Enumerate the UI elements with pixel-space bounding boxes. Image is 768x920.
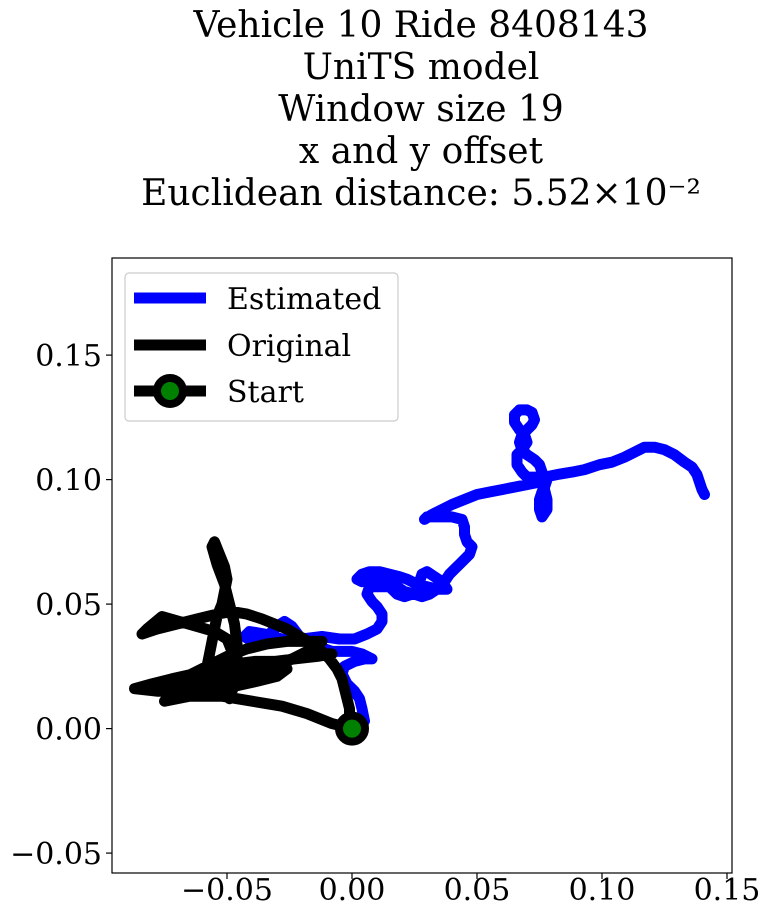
title-line: Vehicle 10 Ride 8408143: [192, 5, 648, 46]
start-point-marker: [335, 711, 369, 746]
x-tick-label: 0.05: [444, 873, 511, 908]
legend-label-original: Original: [227, 329, 351, 364]
title-line: UniTS model: [303, 47, 540, 88]
x-axis: −0.05 0.00 0.05 0.10 0.15: [181, 873, 760, 908]
y-axis: −0.05 0.00 0.05 0.10 0.15: [10, 339, 112, 872]
x-tick-label: 0.00: [319, 873, 386, 908]
x-tick-label: −0.05: [181, 873, 273, 908]
title-line: Euclidean distance: 5.52×10⁻²: [141, 173, 701, 214]
legend-label-estimated: Estimated: [227, 282, 381, 317]
x-tick-label: 0.10: [569, 873, 636, 908]
x-tick-label: 0.15: [694, 873, 761, 908]
title-line: Window size 19: [278, 89, 564, 130]
plot-frame: [111, 257, 733, 874]
series-line-estimated: [239, 404, 710, 727]
legend: Estimated Original Start: [124, 272, 399, 422]
legend-frame: [124, 272, 399, 422]
y-tick-label: 0.15: [35, 339, 102, 374]
legend-label-start: Start: [227, 375, 304, 410]
legend-start-marker: [153, 374, 187, 408]
series-line-original: [129, 536, 358, 735]
y-tick-label: 0.10: [35, 464, 102, 499]
y-tick-label: 0.00: [35, 713, 102, 748]
y-tick-label: 0.05: [35, 588, 102, 623]
title-line: x and y offset: [299, 131, 544, 172]
y-tick-label: −0.05: [10, 837, 102, 872]
